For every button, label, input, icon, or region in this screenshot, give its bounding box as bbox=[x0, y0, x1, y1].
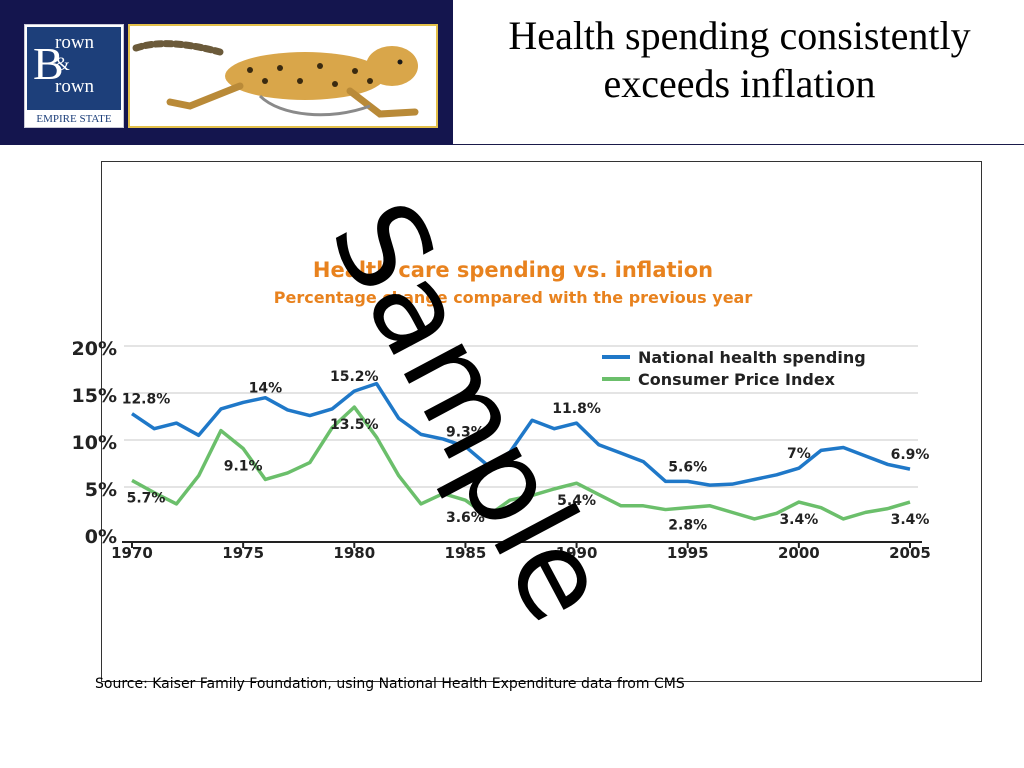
x-tick-label: 1975 bbox=[222, 544, 264, 562]
y-tick-label: 15% bbox=[72, 385, 117, 407]
cheetah-icon bbox=[132, 40, 419, 118]
legend-label: National health spending bbox=[638, 348, 866, 367]
data-label: 13.5% bbox=[330, 417, 379, 433]
chart-frame bbox=[101, 161, 982, 682]
slide-title: Health spending consistently exceeds inf… bbox=[455, 12, 1024, 108]
cheetah-illustration bbox=[128, 24, 438, 128]
x-tick-label: 2005 bbox=[889, 544, 931, 562]
company-logo: B rown & rown EMPIRE STATE bbox=[24, 24, 124, 128]
data-label: 5.7% bbox=[127, 490, 166, 506]
logo-line-3: rown bbox=[55, 76, 95, 97]
data-label: 14% bbox=[249, 380, 283, 396]
y-tick-label: 20% bbox=[72, 338, 117, 360]
logo-line-1: rown bbox=[55, 32, 95, 53]
data-label: 5.6% bbox=[668, 459, 707, 475]
data-label: 15.2% bbox=[330, 369, 379, 385]
data-label: 11.8% bbox=[552, 401, 601, 417]
x-tick-label: 2000 bbox=[778, 544, 820, 562]
slide-title-line-2: exceeds inflation bbox=[603, 61, 876, 106]
slide-header: B rown & rown EMPIRE STATE bbox=[0, 0, 1024, 145]
data-label: 6.9% bbox=[891, 447, 930, 463]
data-label: 3.4% bbox=[891, 512, 930, 528]
x-tick-label: 1970 bbox=[111, 544, 153, 562]
y-tick-label: 0% bbox=[85, 526, 117, 548]
y-tick-label: 5% bbox=[85, 479, 117, 501]
data-label: 9.1% bbox=[224, 458, 263, 474]
series-line-cpi bbox=[131, 405, 911, 521]
data-label: 2.8% bbox=[668, 518, 707, 534]
x-tick-label: 1985 bbox=[445, 544, 487, 562]
data-label: 3.6% bbox=[446, 510, 485, 526]
data-label: 5.4% bbox=[557, 493, 596, 509]
logo-line-2: & bbox=[55, 54, 70, 75]
x-tick-label: 1995 bbox=[667, 544, 709, 562]
logo-wordmark: rown & rown bbox=[55, 32, 94, 98]
data-label: 9.3% bbox=[446, 425, 485, 441]
data-label: 7% bbox=[787, 446, 811, 462]
brand-panel: B rown & rown EMPIRE STATE bbox=[0, 0, 453, 145]
chart-subtitle: Percentage change compared with the prev… bbox=[274, 288, 753, 307]
data-label: 3.4% bbox=[779, 512, 818, 528]
y-tick-label: 10% bbox=[72, 432, 117, 454]
x-tick-label: 1990 bbox=[556, 544, 598, 562]
data-label: 12.8% bbox=[122, 392, 171, 408]
logo-letter: B bbox=[33, 38, 64, 89]
x-tick-label: 1980 bbox=[333, 544, 375, 562]
source-note: Source: Kaiser Family Foundation, using … bbox=[95, 676, 685, 692]
chart-title: Health care spending vs. inflation bbox=[313, 258, 713, 282]
slide-title-line-1: Health spending consistently bbox=[508, 13, 971, 58]
logo-mark: B rown & rown bbox=[27, 27, 121, 110]
logo-tagline: EMPIRE STATE bbox=[36, 113, 112, 125]
series-line-health-spending bbox=[131, 381, 911, 487]
legend-label: Consumer Price Index bbox=[638, 370, 836, 389]
